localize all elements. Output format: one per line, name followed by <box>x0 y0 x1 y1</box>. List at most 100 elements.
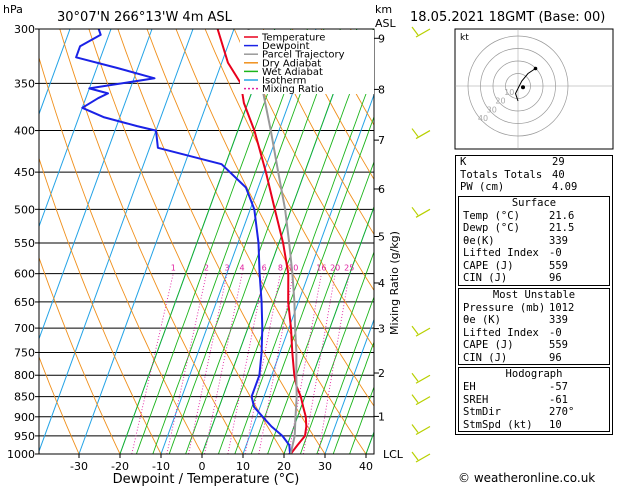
wet-adiabat-line <box>267 160 374 454</box>
wind-barb-flag <box>411 424 419 433</box>
row-label: PW (cm) <box>460 181 505 193</box>
row-label: CAPE (J) <box>463 259 514 272</box>
isotherm-line <box>39 29 71 116</box>
wet-adiabat-line <box>135 29 292 454</box>
row-value: -61 <box>549 393 568 406</box>
pressure-tick-label: 350 <box>14 77 35 90</box>
row-value: 339 <box>549 314 568 326</box>
legend-entry: Dewpoint <box>262 41 310 52</box>
surface-row: CAPE (J) 559 <box>459 260 609 273</box>
pressure-tick-label: 1000 <box>7 448 35 461</box>
dry-adiabat-line <box>117 29 326 454</box>
dry-adiabat-line <box>39 256 121 454</box>
row-label: SREH <box>463 393 489 406</box>
isotherm-line <box>242 93 374 454</box>
asl-label: ASL <box>375 17 397 30</box>
surface-row: Dewp (°C) 21.5 <box>459 222 609 235</box>
wet-adiabat-line <box>185 29 341 454</box>
wet-adiabat-line <box>316 295 374 454</box>
isotherm-line <box>160 29 317 454</box>
most-unstable-section: Most Unstable Pressure (mb) 1012 θe (K) 33… <box>458 287 610 365</box>
isotherm-line <box>39 29 153 341</box>
wind-barbs <box>411 26 431 463</box>
row-label: Dewp (°C) <box>463 222 520 234</box>
row-label: CIN (J) <box>463 351 508 364</box>
pressure-tick-label: 450 <box>14 166 35 179</box>
hodo-row: StmSpd (kt) 10 <box>459 419 609 432</box>
wet-adiabat-line <box>349 385 374 454</box>
temp-tick-label: 0 <box>199 460 206 473</box>
wind-barb-shaft <box>415 208 431 218</box>
temp-tick-label: 40 <box>359 460 373 473</box>
pressure-tick-label: 900 <box>14 411 35 424</box>
legend-entry: Isotherm <box>262 76 306 87</box>
temp-tick-label: 20 <box>277 460 291 473</box>
parcel-trajectory-line <box>247 29 298 454</box>
indices-row-pw: PW (cm) 4.09 <box>456 181 612 194</box>
hodograph-ring-label: 40 <box>478 114 488 123</box>
wind-barb-flag <box>411 128 419 137</box>
dewpoint-line <box>75 29 292 454</box>
wet-adiabat-line <box>168 29 325 454</box>
indices-row-tt: Totals Totals 40 <box>456 169 612 182</box>
legend-background <box>240 30 374 94</box>
legend-entry: Temperature <box>261 33 325 44</box>
km-tick-label: 5 <box>378 230 385 243</box>
pressure-tick-label: 850 <box>14 391 35 404</box>
wet-adiabat-line <box>119 29 276 454</box>
mixing-ratio-label: 2 <box>204 264 209 273</box>
row-label: Pressure (mb) <box>463 301 546 314</box>
pressure-tick-label: 700 <box>14 322 35 335</box>
temp-tick-label: -10 <box>152 460 170 473</box>
hpa-label: hPa <box>3 3 23 16</box>
dry-adiabat-line <box>233 29 374 292</box>
hodo-row: EH -57 <box>459 381 609 394</box>
surface-row: θe(K) 339 <box>459 235 609 248</box>
row-value: 1012 <box>549 301 575 314</box>
mixing-ratio-line <box>204 273 243 454</box>
isotherm-line <box>39 29 112 228</box>
wind-barb-shaft <box>415 374 431 384</box>
pressure-tick-label: 650 <box>14 296 35 309</box>
wind-barb-shaft <box>415 425 431 436</box>
temperature-line <box>216 29 308 454</box>
dry-adiabat-line <box>146 29 367 454</box>
row-label: StmSpd (kt) <box>463 418 533 431</box>
wet-adiabat-line <box>250 115 374 454</box>
surface-row: CIN (J) 96 <box>459 272 609 285</box>
row-label: StmDir <box>463 406 501 418</box>
hodograph-trace <box>514 68 536 102</box>
footer-copyright: © weatheronline.co.uk <box>458 471 595 485</box>
mixing-ratio-label: 25 <box>344 264 354 273</box>
isotherm-line <box>39 29 194 453</box>
km-tick-label: 7 <box>378 134 385 147</box>
row-value: 4.09 <box>552 181 578 193</box>
row-value: 10 <box>549 418 562 431</box>
row-value: -0 <box>549 326 562 339</box>
dry-adiabat-line <box>262 29 374 236</box>
indices-table: K 29 Totals Totals 40 PW (cm) 4.09 Surface … <box>455 155 613 435</box>
legend-entry: Mixing Ratio <box>262 84 324 95</box>
row-value: 96 <box>549 272 562 284</box>
row-label: θe(K) <box>463 234 495 247</box>
row-value: 559 <box>549 339 568 351</box>
mu-row: CAPE (J) 559 <box>459 339 609 352</box>
wet-adiabat-line <box>234 70 374 454</box>
surface-row: Temp (°C) 21.6 <box>459 210 609 223</box>
wet-adiabat-line <box>201 29 358 454</box>
wind-barb-flag <box>411 451 419 461</box>
hodograph-ring-label: 30 <box>487 105 497 114</box>
row-value: 339 <box>549 234 568 247</box>
mu-row: Pressure (mb) 1012 <box>459 302 609 315</box>
hodograph-ring-label: 10 <box>504 88 514 97</box>
mixing-ratio-axis-label: Mixing Ratio (g/kg) <box>388 231 401 335</box>
dry-adiabat-line <box>291 29 374 181</box>
km-tick-label: 9 <box>378 32 385 45</box>
pressure-tick-label: 950 <box>14 430 35 443</box>
mixing-ratio-label: 4 <box>240 264 245 273</box>
hodograph-unit-label: kt <box>460 33 469 43</box>
mixing-ratio-line <box>302 273 336 454</box>
mu-row: CIN (J) 96 <box>459 352 609 365</box>
